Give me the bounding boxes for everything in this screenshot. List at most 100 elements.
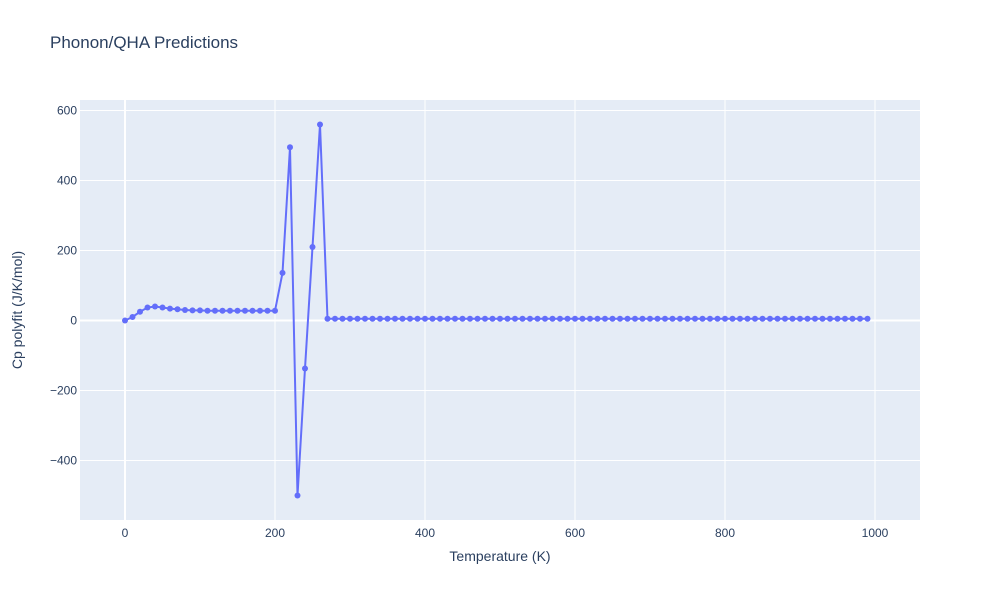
data-point [287,144,293,151]
x-tick-label: 400 [415,526,435,540]
data-point [219,307,226,314]
data-point [564,315,571,322]
x-axis-label: Temperature (K) [449,548,550,564]
data-point [467,315,473,322]
data-point [864,315,871,322]
x-tick-label: 1000 [862,526,889,540]
data-point [504,315,511,322]
data-point [174,306,181,313]
data-point [744,315,751,322]
data-point [789,315,796,322]
y-tick-label: 0 [70,314,77,328]
data-point [857,315,863,322]
data-point [302,365,308,372]
data-point [347,315,353,322]
data-point [692,315,698,322]
data-point [759,315,766,322]
y-axis-label: Cp polyfit (J/K/mol) [9,251,25,369]
data-point [534,315,541,322]
x-tick-label: 200 [265,526,285,540]
data-point [797,315,803,322]
data-point [782,315,788,322]
data-point [834,315,841,322]
y-tick-label: −200 [50,384,77,398]
data-point [144,304,151,311]
data-point [392,315,398,322]
data-point [459,315,466,322]
data-point [639,315,646,322]
data-point [414,315,421,322]
data-point [587,315,593,322]
y-tick-label: −400 [50,454,77,468]
data-point [324,315,331,322]
data-point [294,492,301,499]
data-point [429,315,436,322]
data-point [549,315,556,322]
x-tick-label: 800 [715,526,735,540]
y-tick-label: 400 [57,174,77,188]
data-point [729,315,736,322]
data-point [662,315,668,322]
y-tick-label: 200 [57,244,77,258]
data-point [572,315,578,322]
data-point [399,315,406,322]
data-point [257,307,263,314]
data-point [242,307,248,314]
data-point [422,315,428,322]
data-point [309,244,316,250]
data-point [317,121,323,128]
data-point [632,315,638,322]
data-point [602,315,608,322]
data-point [804,315,811,322]
data-point [489,315,496,322]
data-point [129,314,136,320]
data-point [452,315,458,322]
data-point [609,315,616,322]
data-point [722,315,728,322]
data-point [767,315,773,322]
data-point [122,317,128,324]
data-point [369,315,376,322]
series-layer [122,121,871,499]
data-point [819,315,826,322]
data-point [332,315,338,322]
data-point [384,315,391,322]
data-point [354,315,361,322]
data-point [849,315,856,322]
data-point [707,315,713,322]
data-point [249,307,256,314]
data-point [377,315,383,322]
chart-title: Phonon/QHA Predictions [50,33,239,52]
data-point [737,315,743,322]
data-point [842,315,848,322]
data-point [624,315,631,322]
data-point [594,315,601,322]
data-point [197,307,203,314]
data-point [557,315,563,322]
data-point [512,315,518,322]
data-point [189,307,196,314]
x-tick-label: 600 [565,526,585,540]
data-point [264,307,271,314]
data-point [647,315,653,322]
data-point [362,315,368,322]
y-tick-label: 600 [57,104,77,118]
data-point [152,303,158,310]
grid-layer [80,100,920,520]
data-point [519,315,526,322]
data-point [137,308,143,315]
data-point [654,315,661,322]
data-point [444,315,451,322]
data-point [339,315,346,322]
data-point [774,315,781,322]
data-point [159,304,166,311]
data-point [272,307,278,314]
data-point [482,315,488,322]
data-point [437,315,443,322]
data-point [167,305,173,312]
data-point [474,315,481,322]
data-point [617,315,623,322]
data-point [212,307,218,314]
